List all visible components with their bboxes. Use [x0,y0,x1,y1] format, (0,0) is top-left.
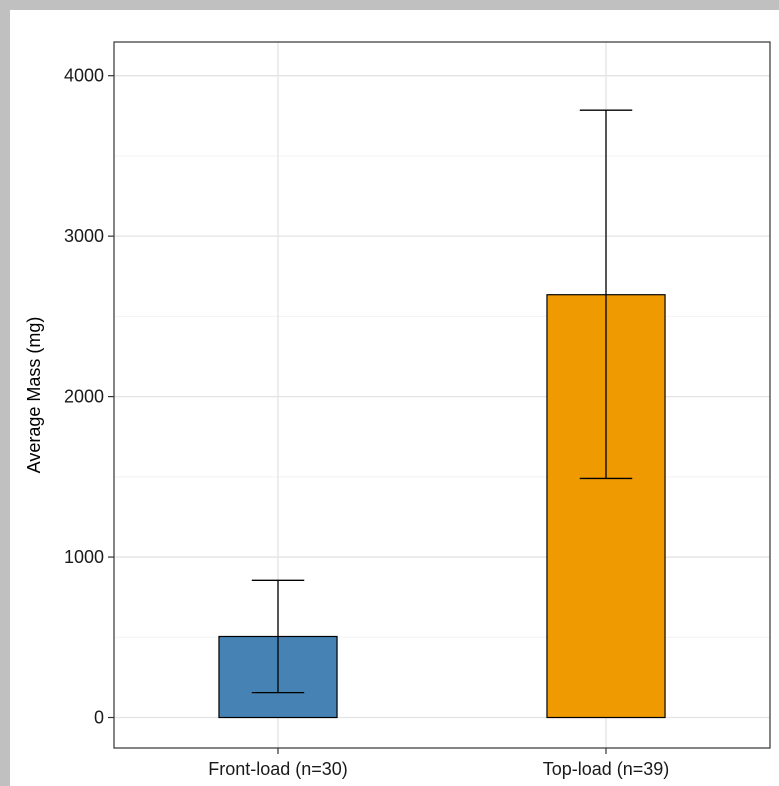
y-tick-label: 0 [94,708,104,728]
y-tick-label: 3000 [64,226,104,246]
y-axis-title: Average Mass (mg) [24,317,44,474]
chart-canvas: 0 1000 2000 3000 4000 Front-load (n=30) Top-l… [10,10,779,786]
major-gridlines [114,42,770,748]
x-tick-label: Front-load (n=30) [208,759,348,779]
y-tick-label: 1000 [64,547,104,567]
x-axis-ticks: Front-load (n=30) Top-load (n=39) [208,748,669,779]
x-tick-label: Top-load (n=39) [543,759,670,779]
y-tick-label: 4000 [64,66,104,86]
panel-border [113,41,771,749]
bars [218,294,666,719]
y-tick-label: 2000 [64,387,104,407]
bar-chart: 0 1000 2000 3000 4000 Front-load (n=30) Top-l… [24,41,771,779]
error-bars [251,109,633,694]
y-axis-ticks: 0 1000 2000 3000 4000 [64,66,114,728]
